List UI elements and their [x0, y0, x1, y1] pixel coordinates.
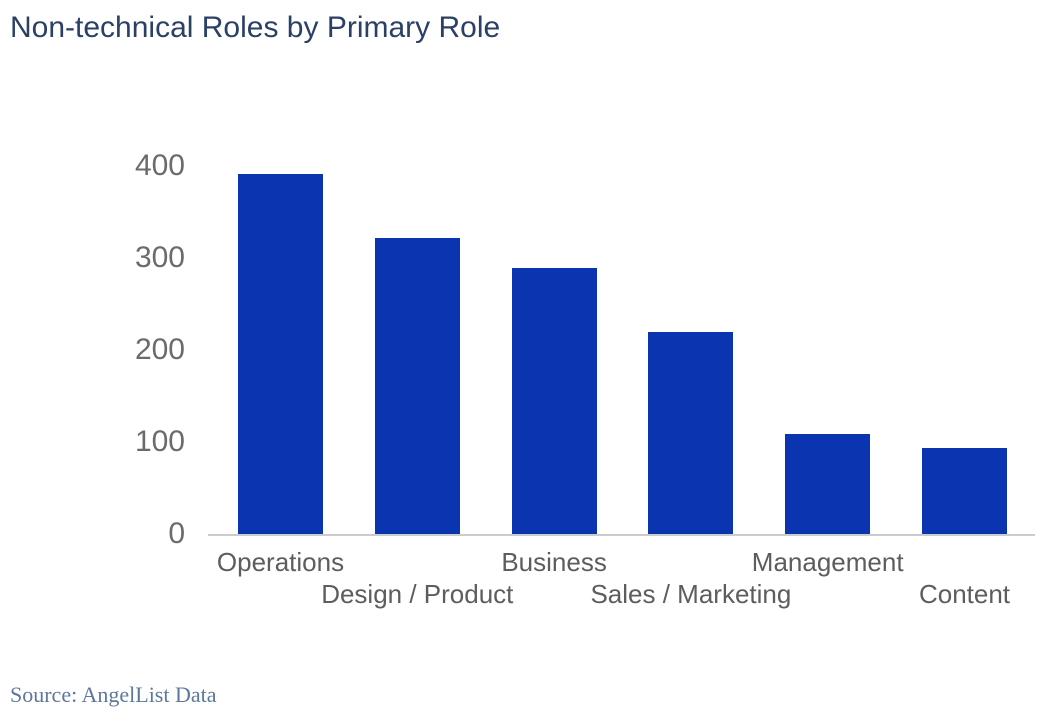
x-tick-label: Business: [501, 547, 607, 577]
x-tick-label: Content: [918, 579, 1011, 609]
source-note: Source: AngelList Data: [10, 682, 217, 707]
y-tick-label: 0: [168, 517, 185, 550]
x-tick-label: Sales / Marketing: [590, 579, 792, 609]
y-tick-label: 300: [134, 241, 185, 274]
x-tick-label: Design / Product: [321, 579, 514, 609]
plot-area: [208, 166, 1035, 536]
x-tick-label: Management: [751, 547, 904, 577]
chart-title: Non-technical Roles by Primary Role: [10, 11, 501, 44]
y-tick-label: 200: [134, 333, 185, 366]
bar-content: [922, 448, 1007, 534]
bar-business: [511, 268, 597, 534]
x-tick-label: Operations: [216, 547, 345, 577]
bar-design-product: [374, 237, 460, 534]
y-tick-label: 100: [134, 425, 185, 458]
y-axis: 0 100 200 300 400: [0, 0, 190, 726]
bar-management: [785, 433, 871, 534]
bar-operations: [238, 174, 323, 534]
bar-sales-marketing: [648, 331, 734, 534]
y-tick-label: 400: [134, 149, 185, 182]
